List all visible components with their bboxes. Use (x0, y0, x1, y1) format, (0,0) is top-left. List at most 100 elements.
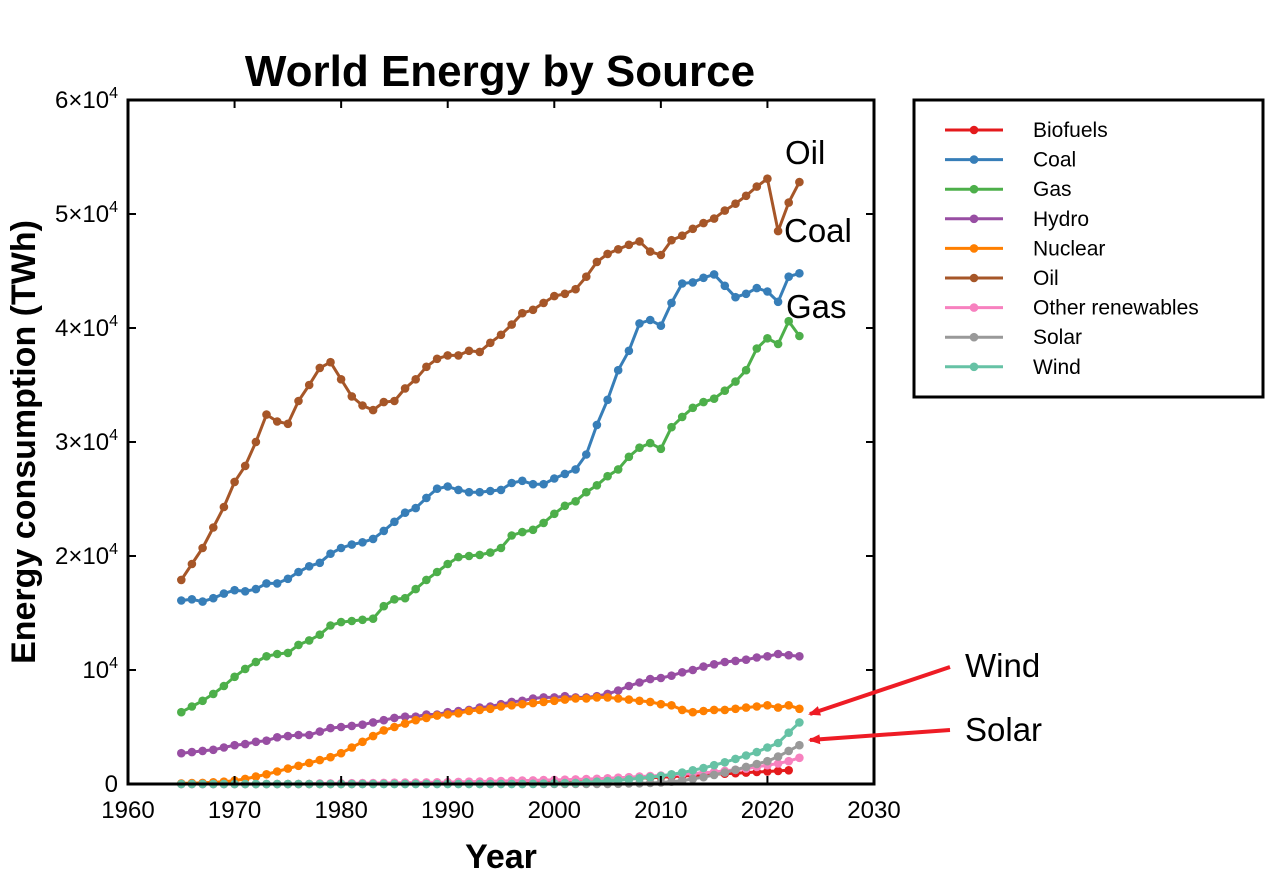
data-point-gas (177, 707, 186, 717)
data-point-nuclear (528, 698, 538, 708)
annotations: Oil Coal Gas Wind Solar (784, 134, 1042, 748)
data-point-hydro (645, 674, 655, 684)
data-point-nuclear (400, 719, 410, 728)
data-point-solar (752, 759, 762, 769)
data-point-gas (209, 689, 218, 699)
data-point-nuclear (763, 701, 772, 710)
data-point-coal (304, 562, 314, 571)
x-tick-label: 2020 (741, 797, 794, 824)
x-axis-title: Year (465, 838, 537, 876)
data-point-oil (315, 363, 325, 373)
data-point-solar (784, 746, 793, 756)
legend-label-gas: Gas (1033, 178, 1072, 201)
data-point-hydro (731, 656, 740, 666)
data-point-hydro (304, 730, 314, 740)
x-tick-label: 2000 (528, 797, 581, 824)
data-point-gas (411, 584, 421, 594)
tick-layer: 1960 1970 1980 1990 2000 2010 2020 2030 0 104 2×10… (55, 85, 901, 824)
data-point-coal (741, 289, 751, 299)
data-point-gas (272, 649, 282, 659)
data-point-coal (262, 579, 271, 588)
data-point-oil (550, 291, 559, 301)
data-point-nuclear (294, 761, 303, 771)
data-point-coal (592, 420, 602, 430)
data-point-nuclear (773, 703, 783, 712)
data-point-nuclear (667, 701, 676, 710)
data-point-nuclear (677, 705, 687, 715)
legend-label-solar: Solar (1033, 326, 1082, 349)
data-point-gas (230, 672, 239, 682)
data-point-oil (209, 523, 218, 532)
data-point-gas (688, 403, 698, 413)
data-point-gas (656, 444, 666, 454)
data-point-hydro (336, 722, 346, 732)
data-point-nuclear (262, 770, 271, 779)
data-point-hydro (635, 678, 644, 687)
data-point-gas (400, 593, 410, 603)
data-point-nuclear (422, 713, 431, 723)
data-point-coal (379, 526, 389, 536)
data-point-coal (496, 485, 506, 495)
data-point-gas (773, 339, 783, 349)
data-point-gas (219, 681, 229, 691)
y-tick-label: 2×104 (55, 541, 118, 570)
data-point-solar (763, 756, 772, 766)
data-point-hydro (379, 715, 389, 725)
data-point-coal (294, 567, 303, 577)
data-point-hydro (390, 713, 399, 723)
data-point-oil (464, 346, 474, 356)
data-point-nuclear (486, 704, 495, 714)
data-point-coal (518, 476, 527, 486)
data-point-nuclear (699, 706, 708, 716)
x-tick-label: 2010 (634, 797, 687, 824)
data-point-coal (315, 558, 325, 568)
data-point-solar (720, 768, 730, 777)
data-point-oil (475, 347, 485, 357)
data-point-nuclear (688, 707, 698, 717)
data-point-gas (496, 543, 506, 553)
data-point-oil (709, 214, 719, 223)
data-point-coal (763, 287, 772, 296)
series-hydro (177, 649, 804, 758)
data-point-gas (240, 664, 250, 674)
data-point-oil (230, 477, 239, 487)
data-point-gas (592, 481, 602, 490)
series-gas (177, 316, 804, 717)
data-point-other-renewables (784, 756, 793, 766)
legend-marker-oil (969, 273, 979, 283)
data-point-gas (645, 438, 655, 448)
data-point-coal (784, 272, 793, 282)
data-point-wind (699, 763, 708, 773)
data-point-nuclear (518, 699, 527, 709)
data-point-gas (454, 552, 463, 562)
data-point-hydro (198, 746, 207, 756)
data-point-oil (443, 351, 453, 360)
data-point-coal (219, 589, 229, 598)
data-point-gas (784, 316, 793, 326)
data-point-oil (219, 502, 229, 512)
data-point-gas (635, 443, 644, 453)
data-point-coal (209, 593, 218, 603)
data-point-nuclear (379, 726, 389, 735)
data-point-nuclear (475, 705, 485, 715)
data-point-oil (645, 247, 655, 256)
data-point-oil (656, 250, 666, 260)
y-tick-label: 3×104 (55, 427, 118, 456)
data-point-oil (336, 375, 346, 384)
data-point-other-renewables (773, 759, 783, 768)
data-point-nuclear (656, 699, 666, 709)
data-point-nuclear (635, 696, 644, 706)
data-point-oil (272, 417, 282, 426)
data-point-hydro (795, 652, 804, 661)
data-point-solar (741, 762, 751, 772)
data-point-gas (294, 640, 303, 650)
data-point-nuclear (795, 704, 804, 714)
data-point-oil (390, 396, 399, 406)
data-point-nuclear (443, 710, 453, 719)
data-point-oil (613, 245, 623, 254)
data-point-oil (560, 289, 570, 299)
data-point-coal (177, 596, 186, 605)
data-point-gas (198, 696, 207, 706)
data-point-hydro (219, 743, 229, 752)
data-point-gas (795, 331, 804, 341)
